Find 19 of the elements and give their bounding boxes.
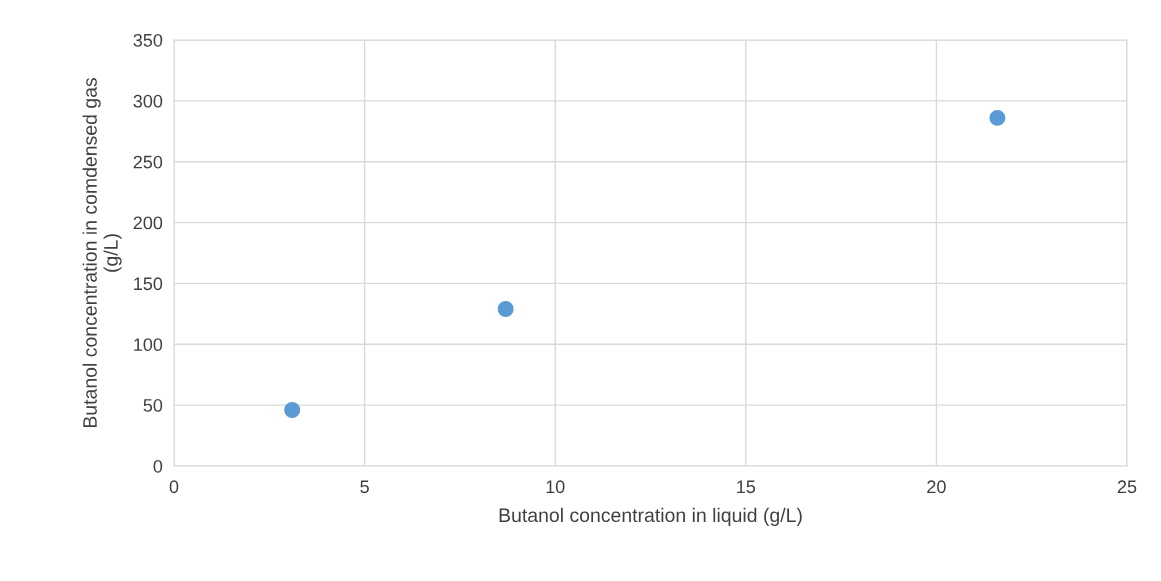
y-tick-label: 150 <box>134 277 163 291</box>
y-tick-label: 100 <box>134 338 163 352</box>
y-axis-title: Butanol concentration in comdensed gas (g/L) <box>82 78 122 428</box>
point <box>497 301 514 317</box>
y-tick-label: 0 <box>153 459 163 473</box>
y-tick-label: 300 <box>133 94 163 108</box>
x-tick-label: 10 <box>546 480 565 494</box>
y-tick-label: 50 <box>143 399 163 412</box>
y-tick-label: 350 <box>133 33 163 47</box>
x-tick-label: 20 <box>927 480 946 494</box>
x-tick-label: 0 <box>169 480 179 494</box>
x-tick-label: 5 <box>360 480 369 494</box>
point <box>284 402 301 418</box>
x-tick-label: 15 <box>737 480 756 494</box>
y-tick-label: 250 <box>133 155 163 169</box>
y-tick-label: 200 <box>133 216 163 230</box>
point <box>989 109 1006 126</box>
x-axis-title: Butanol concentration in liquid (g/L) <box>499 507 802 526</box>
x-tick-label: 25 <box>1117 480 1137 494</box>
